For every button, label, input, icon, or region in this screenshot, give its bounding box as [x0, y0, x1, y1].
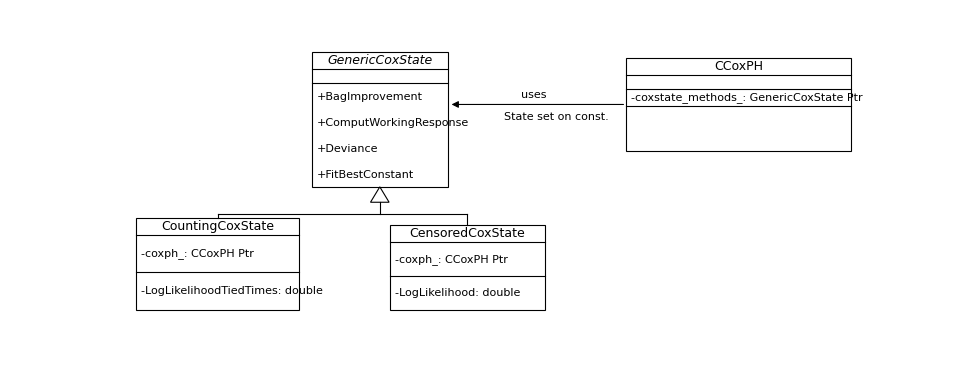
- Text: -coxstate_methods_: GenericCoxState Ptr: -coxstate_methods_: GenericCoxState Ptr: [631, 92, 862, 103]
- Bar: [136, 218, 299, 310]
- Text: +Deviance: +Deviance: [317, 144, 378, 154]
- Text: -coxph_: CCoxPH Ptr: -coxph_: CCoxPH Ptr: [395, 254, 508, 265]
- Text: -LogLikelihood: double: -LogLikelihood: double: [395, 288, 520, 298]
- Text: -LogLikelihoodTiedTimes: double: -LogLikelihoodTiedTimes: double: [141, 286, 323, 296]
- Text: uses: uses: [520, 90, 546, 100]
- Text: CCoxPH: CCoxPH: [714, 60, 763, 73]
- Text: -coxph_: CCoxPH Ptr: -coxph_: CCoxPH Ptr: [141, 248, 254, 259]
- Text: State set on const.: State set on const.: [504, 112, 609, 122]
- Text: CountingCoxState: CountingCoxState: [162, 220, 274, 233]
- Text: CensoredCoxState: CensoredCoxState: [410, 227, 525, 241]
- Text: +ComputWorkingResponse: +ComputWorkingResponse: [317, 118, 469, 128]
- Bar: [313, 52, 448, 187]
- Text: +FitBestConstant: +FitBestConstant: [317, 170, 415, 180]
- Bar: [626, 58, 851, 151]
- Bar: [390, 225, 545, 310]
- Text: +BagImprovement: +BagImprovement: [317, 92, 423, 102]
- Text: GenericCoxState: GenericCoxState: [327, 54, 433, 67]
